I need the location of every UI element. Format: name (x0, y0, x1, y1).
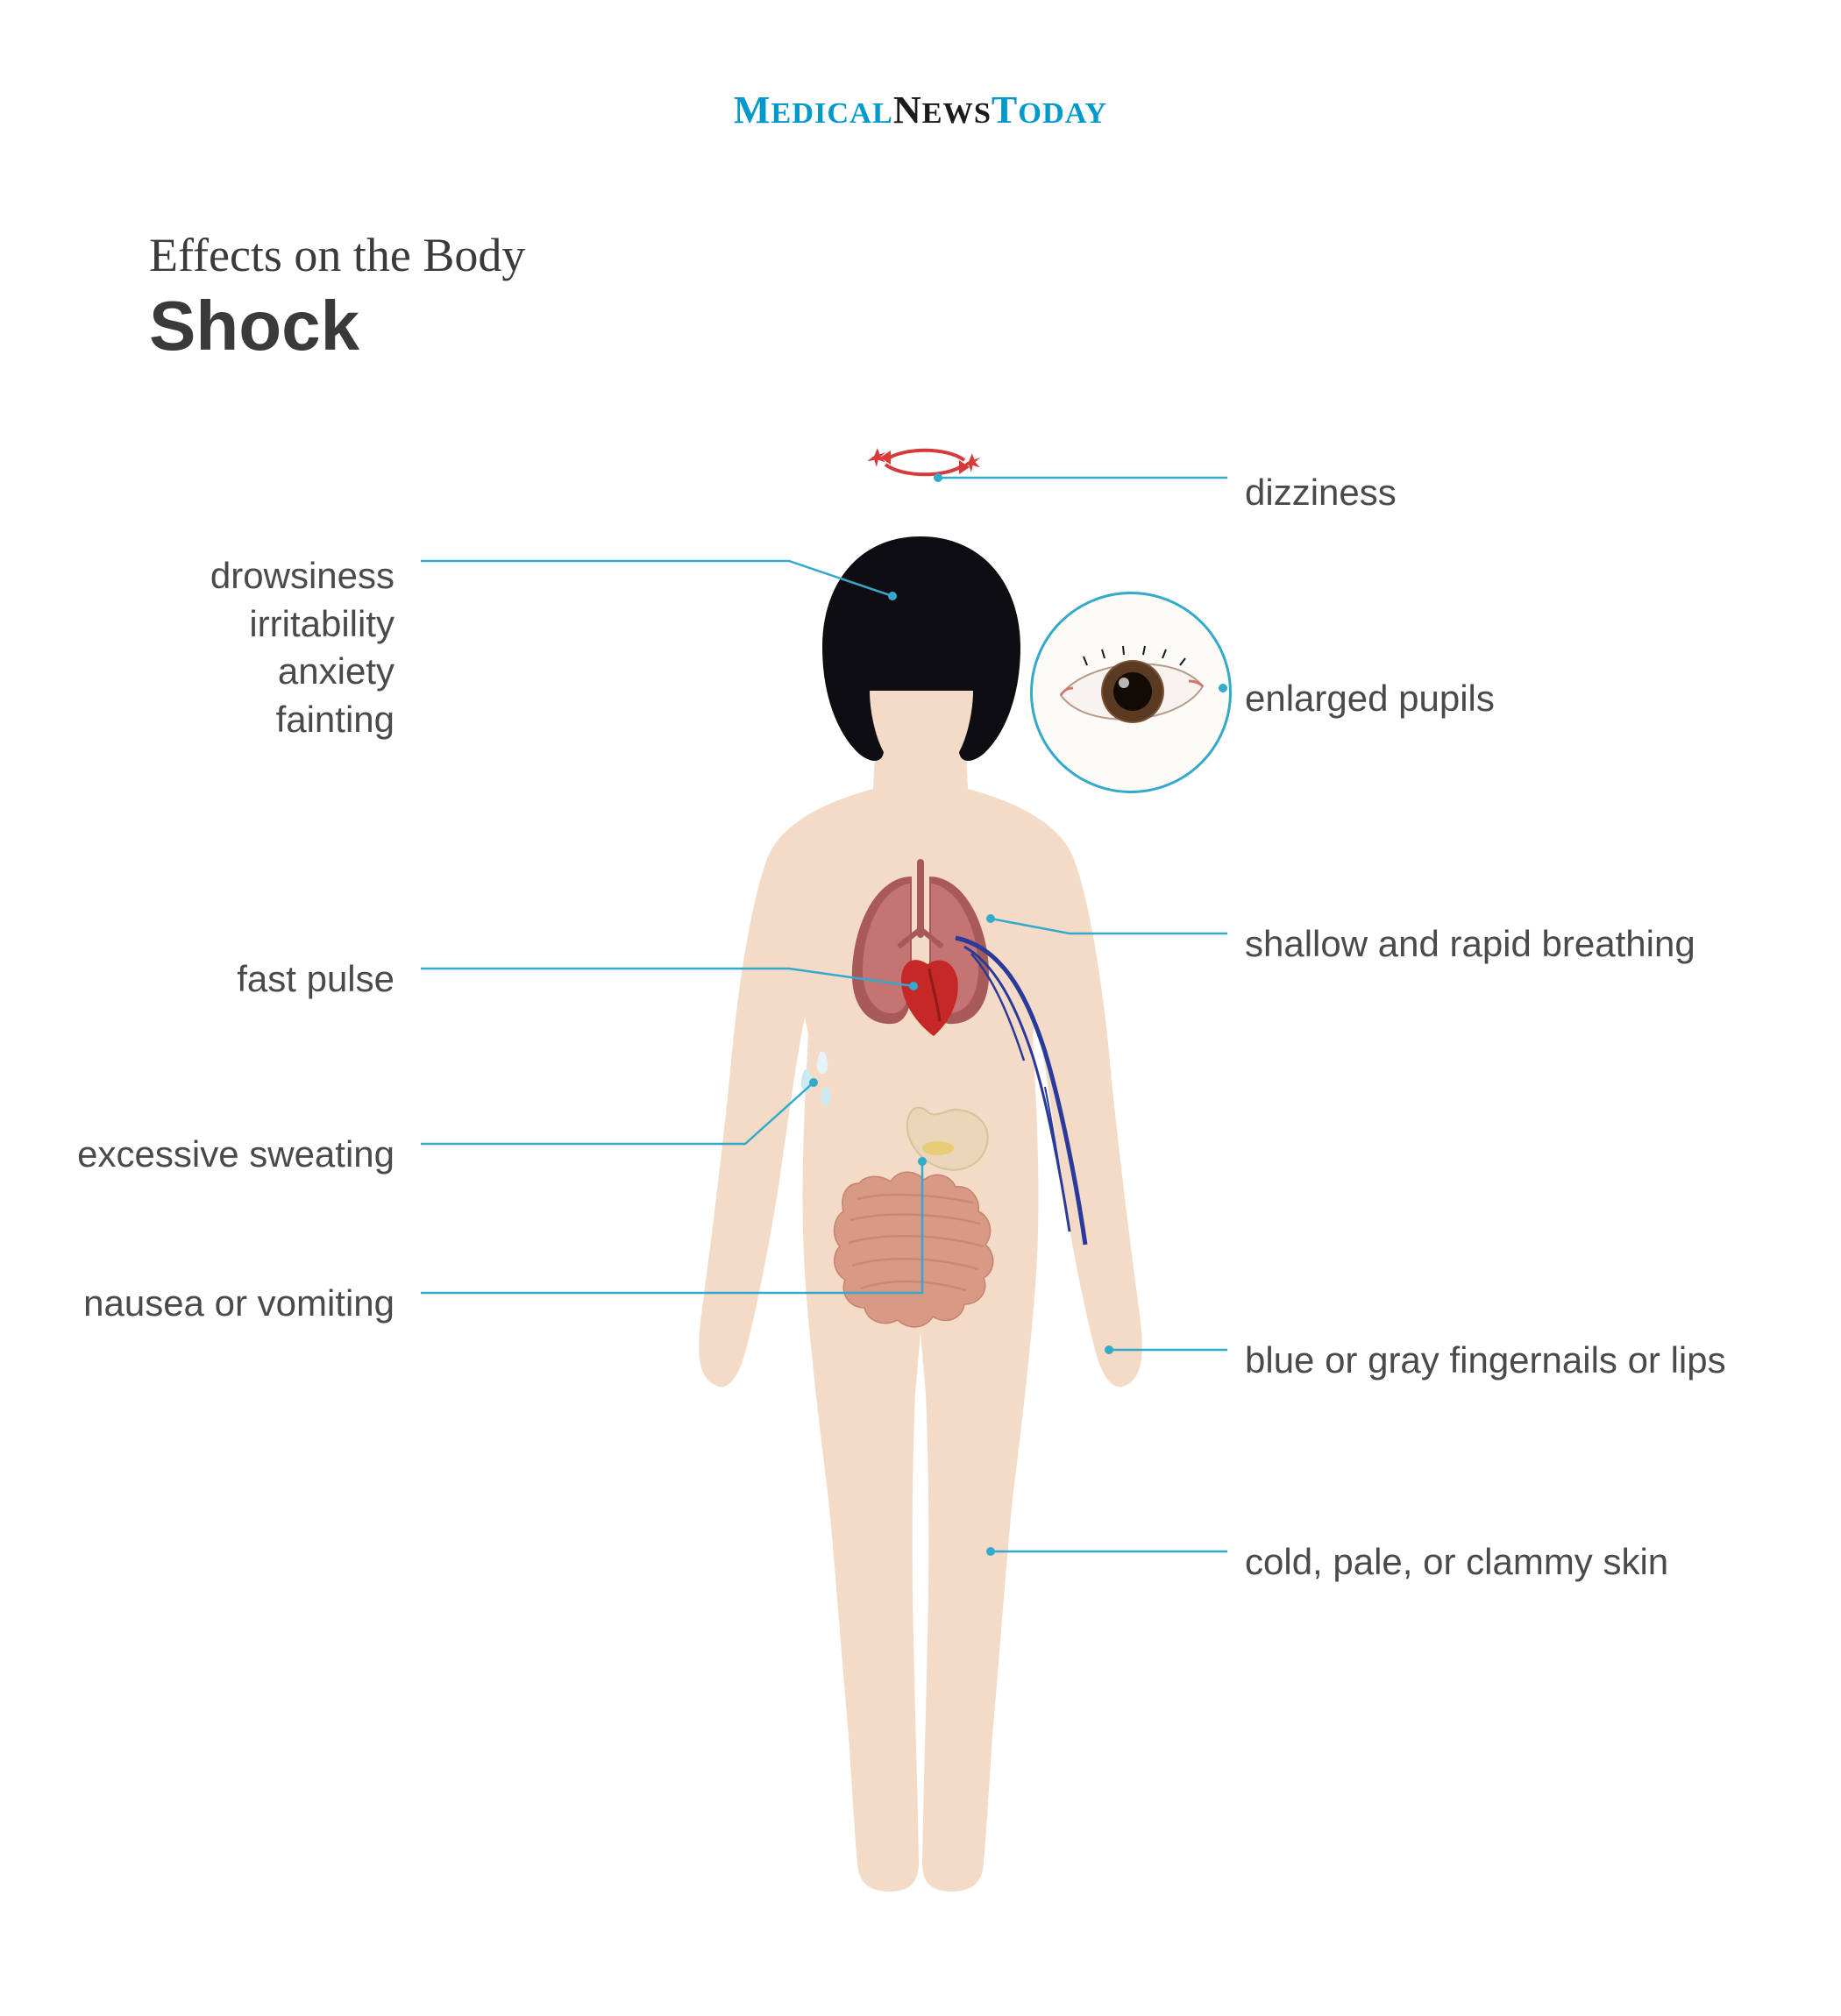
label-skin: cold, pale, or clammy skin (1245, 1538, 1668, 1587)
heading-block: Effects on the Body Shock (149, 228, 525, 366)
label-nails: blue or gray fingernails or lips (1245, 1337, 1726, 1385)
label-sweating: excessive sweating (77, 1131, 394, 1179)
body-diagram: dizziness drowsiness irritability anxiet… (0, 421, 1841, 1998)
page-title: Shock (149, 286, 525, 366)
label-breathing: shallow and rapid breathing (1245, 920, 1695, 969)
label-pulse: fast pulse (237, 955, 394, 1004)
site-logo: MEDICALNEWSTODAY (734, 88, 1107, 132)
label-dizziness: dizziness (1245, 469, 1397, 517)
label-pupils: enlarged pupils (1245, 675, 1495, 723)
label-nausea: nausea or vomiting (83, 1280, 394, 1328)
page-subtitle: Effects on the Body (149, 228, 525, 282)
label-mental: drowsiness irritability anxiety fainting (210, 552, 394, 743)
